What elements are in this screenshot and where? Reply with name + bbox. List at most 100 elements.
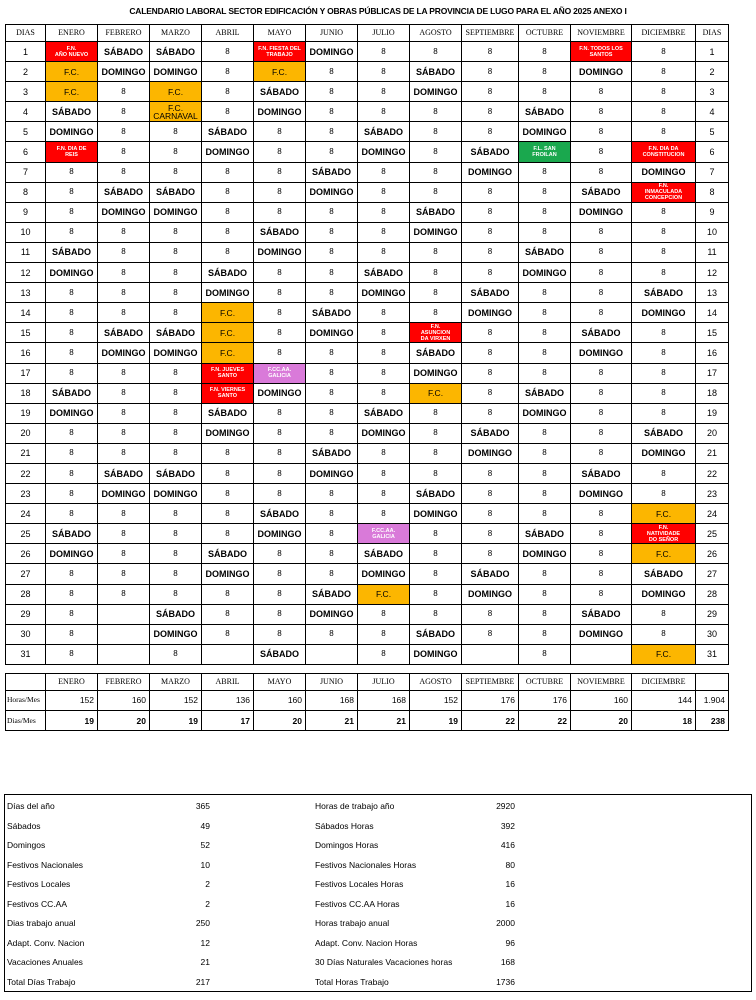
- work-hours-cell: 8: [45, 161, 98, 183]
- spacer-cell: [5, 663, 46, 674]
- weekend-cell: SÁBADO: [518, 101, 571, 123]
- summary-label: Festivos CC.AA: [7, 898, 67, 909]
- holiday-cell: F.C.: [357, 583, 410, 605]
- work-hours-cell: 8: [201, 40, 254, 63]
- day-number: 21: [695, 442, 729, 464]
- weekend-cell: SÁBADO: [253, 221, 306, 243]
- work-hours-cell: 8: [631, 121, 696, 143]
- work-hours-cell: 8: [570, 523, 632, 545]
- work-hours-cell: 8: [305, 422, 358, 444]
- work-hours-cell: 8: [97, 543, 150, 565]
- dias-mes-label: Dias/Mes: [5, 709, 46, 732]
- work-hours-cell: 8: [97, 262, 150, 284]
- table-row: 10 8 8 8 8 SÁBADO 8 8 DOMINGO 8 8 8 8 10: [5, 221, 729, 243]
- weekend-cell: DOMINGO: [305, 462, 358, 485]
- weekend-cell: DOMINGO: [570, 483, 632, 505]
- dias-mes-value: 17: [201, 709, 254, 732]
- horas-mes-label: Horas/Mes: [5, 689, 46, 712]
- dias-mes-value: 20: [570, 709, 632, 732]
- summary-value: 52: [200, 840, 210, 850]
- work-hours-cell: 8: [518, 322, 571, 344]
- table-row: 28 8 8 8 8 8 SÁBADO F.C. 8 DOMINGO 8 8 DOMINGO 28: [5, 583, 729, 605]
- summary-value: 2: [205, 879, 210, 889]
- holiday-cell: F.N. JUEVES SANTO: [201, 362, 254, 384]
- table-row: 6 F.N. DIA DE REIS 8 8 DOMINGO 8 8 DOMINGO 8 SÁBAD…: [5, 141, 729, 163]
- day-number: 13: [5, 282, 46, 304]
- month-header: AGOSTO: [409, 672, 462, 691]
- table-row: 12 DOMINGO 8 8 SÁBADO 8 8 SÁBADO 8 8 DOMINGO 8 8 12: [5, 262, 729, 284]
- table-row: 20 8 8 8 DOMINGO 8 8 DOMINGO 8 SÁBADO 8 8 SÁBADO 20: [5, 422, 729, 444]
- weekend-cell: DOMINGO: [149, 201, 202, 223]
- dias-mes-value: 19: [409, 709, 462, 732]
- weekend-cell: DOMINGO: [149, 483, 202, 505]
- work-hours-cell: 8: [97, 563, 150, 585]
- day-number: 29: [695, 603, 729, 625]
- dias-mes-value: 18: [631, 709, 696, 732]
- table-row: 16 8 DOMINGO DOMINGO F.C. 8 8 8 SÁBADO 8 8 DOMINGO 8…: [5, 342, 729, 364]
- work-hours-cell: 8: [570, 282, 632, 304]
- work-hours-cell: 8: [149, 262, 202, 284]
- work-hours-cell: 8: [409, 262, 462, 284]
- weekend-cell: DOMINGO: [631, 302, 696, 324]
- work-hours-cell: 8: [305, 81, 358, 103]
- holiday-cell: F.CC.AA. GALICIA: [253, 362, 306, 384]
- weekend-cell: DOMINGO: [631, 161, 696, 183]
- footer-blank: [695, 672, 729, 691]
- work-hours-cell: 8: [631, 462, 696, 485]
- work-hours-cell: 8: [253, 422, 306, 444]
- spacer-cell: [201, 663, 254, 674]
- work-hours-cell: 8: [409, 402, 462, 424]
- summary-hours-label: Horas trabajo anual: [315, 918, 390, 928]
- summary-label: Festivos Locales: [7, 879, 71, 889]
- work-hours-cell: 8: [357, 462, 410, 485]
- holiday-cell: F.C.: [631, 503, 696, 525]
- summary-row: Total Días Trabajo 217 Total Horas Trabajo…: [5, 973, 751, 993]
- day-number: 7: [695, 161, 729, 183]
- work-hours-cell: 8: [201, 221, 254, 243]
- horas-mes-value: 160: [97, 689, 150, 712]
- day-number: 9: [5, 201, 46, 223]
- day-number: 12: [695, 262, 729, 284]
- work-hours-cell: 8: [45, 302, 98, 324]
- work-hours-cell: 8: [305, 121, 358, 143]
- work-hours-cell: 8: [149, 141, 202, 163]
- work-hours-cell: 8: [631, 81, 696, 103]
- work-hours-cell: 8: [253, 442, 306, 464]
- weekend-cell: SÁBADO: [305, 302, 358, 324]
- weekend-cell: DOMINGO: [149, 342, 202, 364]
- day-number: 18: [695, 382, 729, 404]
- work-hours-cell: 8: [305, 342, 358, 364]
- work-hours-cell: 8: [570, 241, 632, 264]
- day-number: 2: [695, 61, 729, 83]
- work-hours-cell: 8: [461, 543, 519, 565]
- work-hours-cell: 8: [45, 362, 98, 384]
- day-number: 28: [695, 583, 729, 605]
- table-row: 13 8 8 8 DOMINGO 8 8 DOMINGO 8 SÁBADO 8 8 SÁBADO 13: [5, 282, 729, 304]
- holiday-cell: F.N. VIERNES SANTO: [201, 382, 254, 404]
- day-number: 17: [5, 362, 46, 384]
- summary-label: Adapt. Conv. Nacion: [7, 937, 85, 948]
- spacer-cell: [695, 663, 729, 674]
- day-number: 1: [5, 40, 46, 63]
- work-hours-cell: 8: [357, 302, 410, 324]
- day-number: 12: [5, 262, 46, 284]
- summary-box: Días del año 365 Horas de trabajo año 2920 S…: [4, 794, 752, 992]
- work-hours-cell: 8: [357, 603, 410, 625]
- month-header: ENERO: [45, 672, 98, 691]
- work-hours-cell: 8: [253, 563, 306, 585]
- weekend-cell: SÁBADO: [201, 262, 254, 284]
- table-row: 22 8 SÁBADO SÁBADO 8 8 DOMINGO 8 8 8 8 SÁBADO 8 22: [5, 462, 729, 485]
- work-hours-cell: 8: [409, 101, 462, 123]
- work-hours-cell: 8: [409, 523, 462, 545]
- weekend-cell: SÁBADO: [570, 603, 632, 625]
- summary-hours-label: Festivos CC.AA Horas: [315, 898, 400, 909]
- work-hours-cell: 8: [305, 543, 358, 565]
- work-hours-cell: 8: [461, 462, 519, 485]
- work-hours-cell: 8: [305, 362, 358, 384]
- weekend-cell: SÁBADO: [461, 563, 519, 585]
- work-hours-cell: 8: [201, 462, 254, 485]
- dias-mes-value: 21: [305, 709, 358, 732]
- summary-hours-value: 392: [500, 820, 515, 831]
- work-hours-cell: 8: [305, 563, 358, 585]
- month-header: FEBRERO: [97, 672, 150, 691]
